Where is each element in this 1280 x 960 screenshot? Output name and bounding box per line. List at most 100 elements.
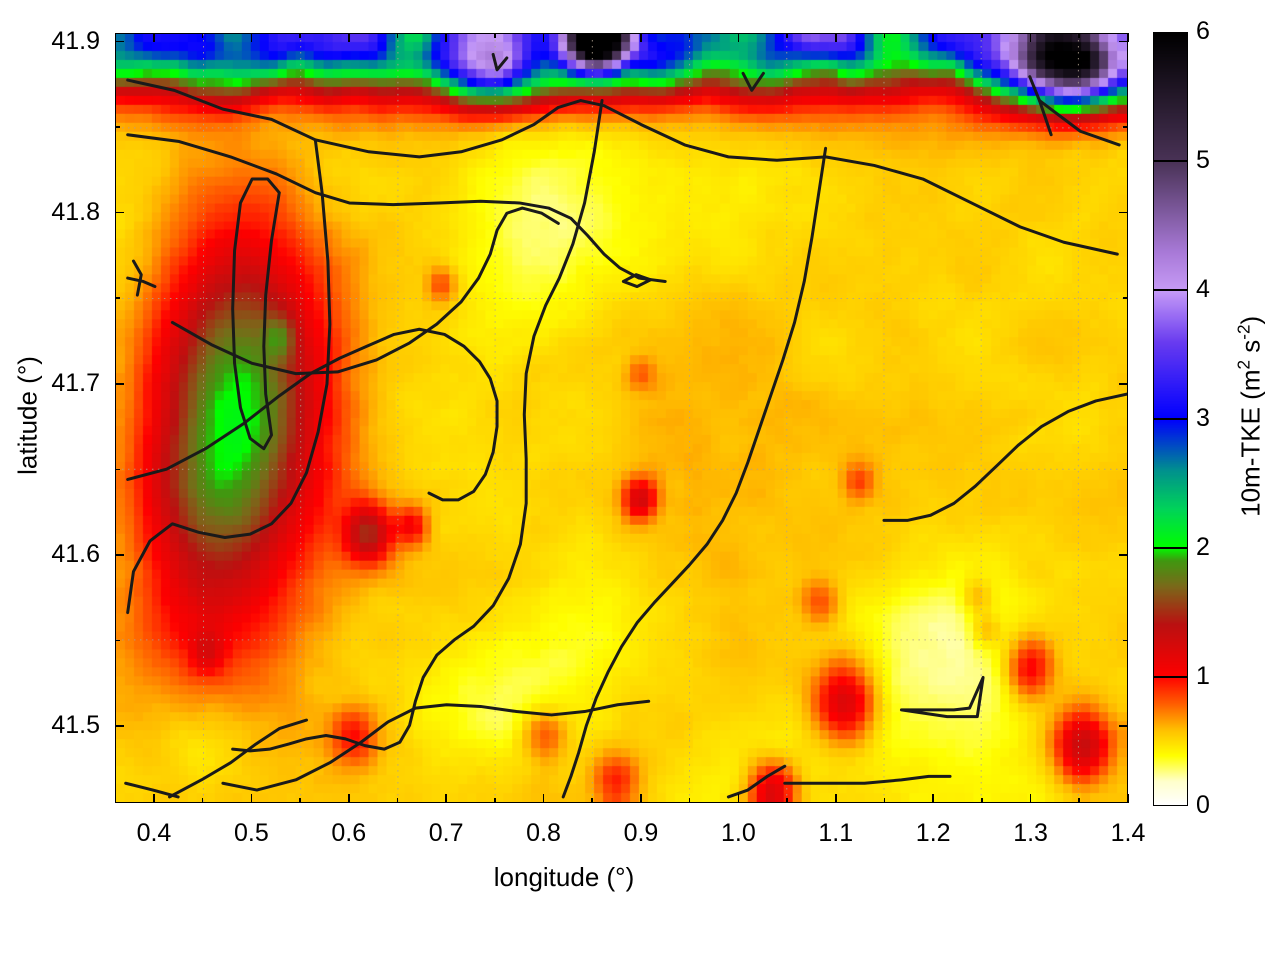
y-tick-label: 41.6: [51, 539, 100, 568]
colorbar-tick-label: 5: [1196, 146, 1210, 174]
colorbar-tick-label: 3: [1196, 404, 1210, 432]
y-tick-minor-right: [1123, 297, 1128, 300]
x-tick-major-top: [737, 33, 740, 42]
x-tick-major: [347, 794, 350, 803]
x-tick-minor-top: [786, 33, 788, 38]
colorbar-tick: [1153, 160, 1188, 162]
x-tick-minor: [688, 798, 691, 803]
x-tick-minor-top: [981, 33, 983, 38]
x-tick-label: 0.4: [136, 819, 172, 847]
colorbar-tick: [1153, 676, 1188, 678]
x-tick-minor-top: [883, 33, 886, 38]
x-tick-major-top: [542, 33, 545, 42]
y-axis-title: latitude (°): [12, 356, 43, 475]
x-tick-major: [834, 794, 837, 803]
y-tick-major: [115, 554, 124, 556]
x-tick-major-top: [347, 33, 350, 42]
tke-heatmap-canvas: [116, 34, 1127, 802]
x-tick-major: [445, 794, 447, 803]
x-tick-minor: [396, 798, 399, 803]
x-tick-major: [250, 794, 253, 803]
y-tick-major: [115, 382, 124, 385]
x-tick-major-top: [1029, 33, 1032, 42]
colorbar-title: 10m-TKE (m2 s-2): [1234, 266, 1267, 566]
y-tick-label: 41.9: [51, 26, 100, 55]
x-tick-minor-top: [494, 33, 496, 38]
y-tick-major: [115, 211, 124, 214]
x-tick-minor: [981, 798, 983, 803]
x-tick-label: 1.4: [1110, 819, 1146, 847]
x-axis-title: longitude (°): [493, 862, 635, 892]
colorbar-title-text: 10m-TKE (m: [1235, 369, 1266, 517]
y-tick-major: [115, 725, 124, 727]
y-tick-major-right: [1119, 211, 1128, 214]
x-tick-minor: [201, 798, 204, 803]
x-tick-label: 0.8: [526, 819, 561, 847]
x-tick-label: 0.7: [428, 819, 464, 847]
y-tick-minor-right: [1123, 639, 1128, 642]
x-tick-minor-top: [591, 33, 594, 38]
colorbar-tick-label: 2: [1196, 533, 1210, 561]
x-tick-major: [1029, 794, 1032, 803]
colorbar-tick: [1153, 418, 1188, 420]
y-tick-major: [115, 40, 124, 43]
colorbar-tick-label: 0: [1196, 791, 1210, 819]
colorbar-exp-s: -2: [1233, 324, 1254, 340]
y-tick-minor-right: [1123, 468, 1128, 471]
y-tick-major-right: [1119, 725, 1128, 727]
y-tick-minor: [115, 468, 120, 471]
x-tick-major: [153, 794, 155, 803]
x-tick-major-top: [1127, 33, 1129, 42]
y-tick-major-right: [1119, 382, 1128, 385]
x-tick-minor: [1078, 798, 1081, 803]
heatmap-plot-area: [115, 33, 1128, 803]
x-tick-label: 1.0: [720, 819, 756, 847]
x-tick-major: [542, 794, 545, 803]
x-tick-minor-top: [299, 33, 301, 38]
x-tick-major-top: [834, 33, 837, 42]
x-tick-major-top: [250, 33, 253, 42]
x-tick-major-top: [932, 33, 934, 42]
x-tick-major-top: [640, 33, 642, 42]
x-tick-minor-top: [1078, 33, 1081, 38]
x-tick-minor: [786, 798, 788, 803]
y-tick-label: 41.8: [51, 197, 100, 226]
colorbar-title-close: ): [1235, 315, 1266, 325]
colorbar-tick-label: 4: [1196, 275, 1210, 303]
x-tick-label: 0.6: [331, 819, 367, 847]
colorbar-tick-label: 1: [1196, 662, 1210, 690]
colorbar-title-sep: s: [1235, 339, 1266, 360]
x-tick-major: [640, 794, 642, 803]
x-tick-minor: [299, 798, 301, 803]
y-tick-minor: [115, 639, 120, 642]
y-tick-major-right: [1119, 554, 1128, 556]
x-tick-label: 1.3: [1013, 819, 1048, 847]
x-tick-major: [1127, 794, 1129, 803]
x-tick-label: 1.2: [915, 819, 951, 847]
y-tick-minor: [115, 297, 120, 300]
x-tick-minor: [883, 798, 886, 803]
y-tick-major-right: [1119, 40, 1128, 43]
colorbar-tick-label: 6: [1196, 17, 1210, 45]
x-tick-major: [932, 794, 934, 803]
gridlines: [116, 34, 1127, 802]
colorbar-tick: [1153, 547, 1188, 549]
x-tick-label: 0.9: [623, 819, 659, 847]
colorbar-tick: [1153, 289, 1188, 291]
x-tick-minor-top: [396, 33, 399, 38]
x-tick-major-top: [445, 33, 447, 42]
terrain-contour-overlay: [124, 52, 1127, 799]
colorbar-exp-m: 2: [1233, 359, 1254, 370]
x-tick-minor: [591, 798, 594, 803]
y-tick-minor: [115, 126, 120, 128]
x-tick-label: 0.5: [233, 819, 269, 847]
y-tick-label: 41.5: [51, 711, 100, 739]
x-tick-minor-top: [201, 33, 204, 38]
y-tick-minor-right: [1123, 126, 1128, 128]
x-tick-minor: [494, 798, 496, 803]
x-tick-major-top: [153, 33, 155, 42]
colorbar-ticks: [1153, 32, 1188, 806]
x-tick-label: 1.1: [818, 819, 854, 847]
x-tick-major: [737, 794, 740, 803]
